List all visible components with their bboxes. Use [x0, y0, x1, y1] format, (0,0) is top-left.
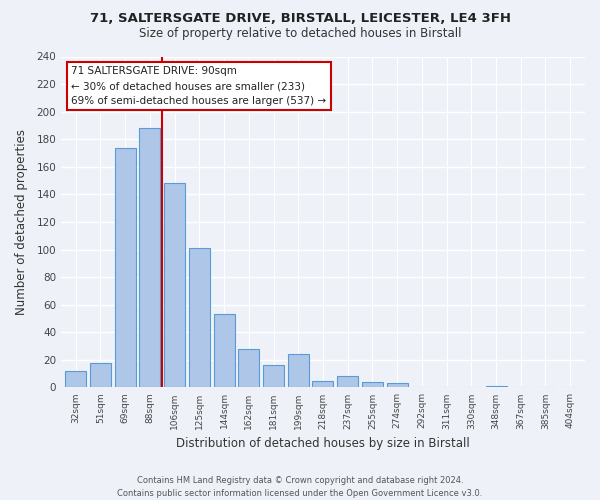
- Bar: [485, 386, 506, 388]
- Bar: [263, 366, 284, 388]
- Bar: [238, 349, 259, 388]
- Text: Size of property relative to detached houses in Birstall: Size of property relative to detached ho…: [139, 28, 461, 40]
- Bar: [90, 362, 111, 388]
- Text: 71 SALTERSGATE DRIVE: 90sqm
← 30% of detached houses are smaller (233)
69% of se: 71 SALTERSGATE DRIVE: 90sqm ← 30% of det…: [71, 66, 326, 106]
- X-axis label: Distribution of detached houses by size in Birstall: Distribution of detached houses by size …: [176, 437, 470, 450]
- Bar: [65, 371, 86, 388]
- Bar: [386, 384, 407, 388]
- Bar: [164, 184, 185, 388]
- Text: 71, SALTERSGATE DRIVE, BIRSTALL, LEICESTER, LE4 3FH: 71, SALTERSGATE DRIVE, BIRSTALL, LEICEST…: [89, 12, 511, 26]
- Bar: [362, 382, 383, 388]
- Bar: [189, 248, 210, 388]
- Y-axis label: Number of detached properties: Number of detached properties: [15, 129, 28, 315]
- Bar: [337, 376, 358, 388]
- Bar: [288, 354, 309, 388]
- Bar: [115, 148, 136, 388]
- Bar: [139, 128, 160, 388]
- Bar: [214, 314, 235, 388]
- Text: Contains HM Land Registry data © Crown copyright and database right 2024.
Contai: Contains HM Land Registry data © Crown c…: [118, 476, 482, 498]
- Bar: [313, 380, 334, 388]
